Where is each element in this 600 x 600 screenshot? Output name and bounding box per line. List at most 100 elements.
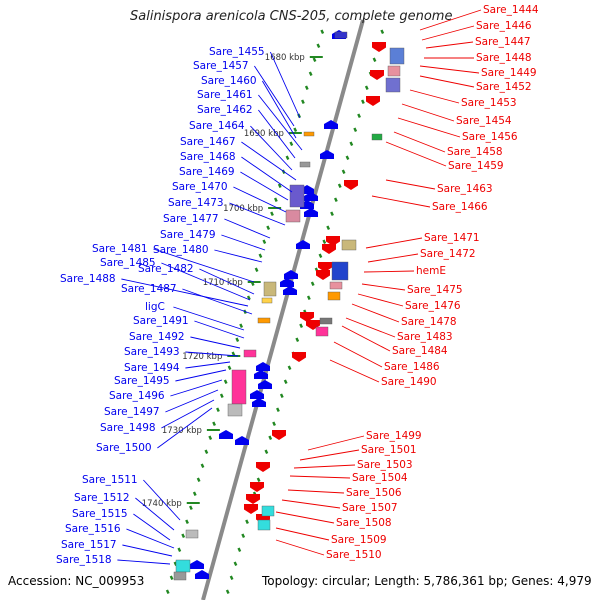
gene-arrow [195,570,209,579]
track-tick [258,253,263,258]
gene-label[interactable]: Sare_1486 [384,361,440,373]
gene-box [243,349,257,358]
gene-label[interactable]: Sare_1494 [124,362,180,374]
gene-label[interactable]: Sare_1493 [124,346,180,358]
gene-label[interactable]: Sare_1508 [336,517,392,529]
gene-label[interactable]: Sare_1501 [361,444,417,456]
scale-label: 1740 kbp [142,499,182,509]
gene-connector [363,270,415,273]
gene-label[interactable]: Sare_1485 [100,257,156,269]
gene-label[interactable]: Sare_1469 [179,166,235,178]
accession-label: Accession: NC_009953 [8,574,145,588]
gene-label[interactable]: Sare_1464 [189,120,245,132]
gene-label[interactable]: hemE [416,265,446,277]
gene-label[interactable]: Sare_1462 [197,104,253,116]
gene-label[interactable]: Sare_1472 [420,248,476,260]
gene-label[interactable]: Sare_1447 [475,36,531,48]
track-tick [212,421,216,426]
track-tick [181,533,186,538]
gene-label[interactable]: Sare_1498 [100,422,156,434]
gene-label[interactable]: Sare_1480 [153,244,209,256]
gene-label[interactable]: Sare_1512 [74,492,130,504]
gene-label[interactable]: Sare_1476 [405,300,461,312]
gene-label[interactable]: ligC [145,301,165,313]
gene-label[interactable]: Sare_1456 [462,131,518,143]
gene-label[interactable]: Sare_1448 [476,52,532,64]
gene-label[interactable]: Sare_1457 [193,60,249,72]
gene-connector [351,303,400,323]
gene-arrow [244,504,258,514]
gene-label[interactable]: Sare_1500 [96,442,152,454]
gene-label[interactable]: Sare_1504 [352,472,408,484]
gene-label[interactable]: Sare_1455 [209,46,265,58]
gene-label[interactable]: Sare_1452 [476,81,532,93]
gene-label[interactable]: Sare_1471 [424,232,480,244]
gene-label[interactable]: Sare_1507 [342,502,398,514]
gene-connector [233,186,287,213]
gene-label[interactable]: Sare_1503 [357,459,413,471]
track-tick [299,323,304,328]
gene-label[interactable]: Sare_1487 [121,283,177,295]
gene-label[interactable]: Sare_1446 [476,20,532,32]
gene-label[interactable]: Sare_1481 [92,243,148,255]
gene-label[interactable]: Sare_1511 [82,474,138,486]
gene-label[interactable]: Sare_1506 [346,487,402,499]
gene-label[interactable]: Sare_1444 [483,4,539,16]
gene-label[interactable]: Sare_1454 [456,115,512,127]
track-tick [276,407,280,412]
gene-label[interactable]: Sare_1492 [129,331,185,343]
track-tick [357,113,361,118]
gene-label[interactable]: Sare_1491 [133,315,189,327]
gene-label[interactable]: Sare_1510 [326,549,382,561]
gene-label[interactable]: Sare_1449 [481,67,537,79]
gene-label[interactable]: Sare_1453 [461,97,517,109]
gene-arrow [256,362,270,371]
gene-label[interactable]: Sare_1490 [381,376,437,388]
gene-label[interactable]: Sare_1477 [163,213,219,225]
gene-label[interactable]: Sare_1466 [432,201,488,213]
gene-connector [329,359,380,383]
gene-label[interactable]: Sare_1515 [72,508,128,520]
gene-connector [121,278,249,307]
gene-label[interactable]: Sare_1461 [197,89,253,101]
gene-label[interactable]: Sare_1518 [56,554,112,566]
track-tick [322,239,327,244]
track-tick [349,141,354,146]
track-tick [256,477,261,482]
gene-label[interactable]: Sare_1499 [366,430,422,442]
gene-connector [229,202,286,226]
gene-label[interactable]: Sare_1470 [172,181,228,193]
gene-label[interactable]: Sare_1468 [180,151,236,163]
gene-connector [409,89,460,104]
gene-label[interactable]: Sare_1479 [160,229,216,241]
gene-label[interactable]: Sare_1495 [114,375,170,387]
gene-label[interactable]: Sare_1478 [401,316,457,328]
gene-label[interactable]: Sare_1483 [397,331,453,343]
gene-label[interactable]: Sare_1460 [201,75,257,87]
gene-label[interactable]: Sare_1496 [109,390,165,402]
gene-label[interactable]: Sare_1497 [104,406,160,418]
gene-label[interactable]: Sare_1509 [331,534,387,546]
gene-label[interactable]: Sare_1473 [168,197,224,209]
gene-label[interactable]: Sare_1482 [138,263,194,275]
gene-box [227,403,243,417]
gene-connector [287,489,345,494]
track-tick [330,211,334,216]
gene-connector [199,268,255,295]
gene-label[interactable]: Sare_1488 [60,273,116,285]
track-tick [246,295,251,300]
gene-box [185,529,199,539]
gene-label[interactable]: Sare_1467 [180,136,236,148]
gene-label[interactable]: Sare_1517 [61,539,117,551]
gene-box [175,559,191,573]
gene-label[interactable]: Sare_1484 [392,345,448,357]
track-tick [272,421,276,426]
gene-box [263,281,277,297]
gene-label[interactable]: Sare_1459 [448,160,504,172]
gene-label[interactable]: Sare_1458 [447,146,503,158]
gene-label[interactable]: Sare_1516 [65,523,121,535]
gene-label[interactable]: Sare_1463 [437,183,493,195]
track-tick [169,575,174,580]
gene-label[interactable]: Sare_1475 [407,284,463,296]
gene-connector [250,125,293,171]
